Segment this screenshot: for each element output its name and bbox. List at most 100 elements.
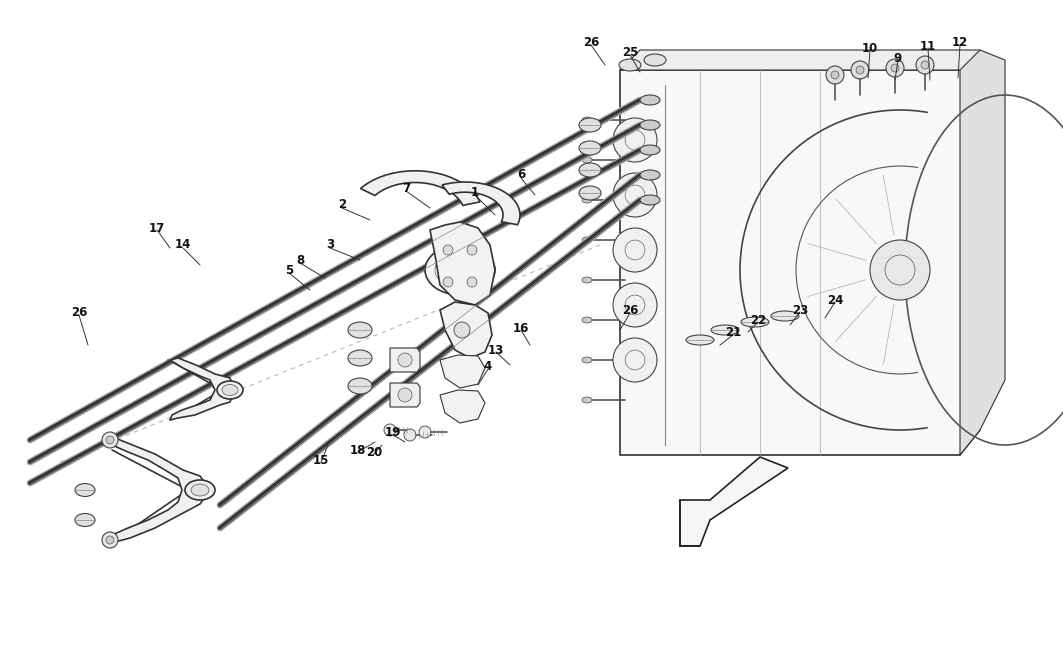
Ellipse shape — [583, 397, 592, 403]
Circle shape — [885, 59, 904, 77]
Text: 20: 20 — [366, 446, 382, 458]
Polygon shape — [442, 182, 520, 224]
Polygon shape — [109, 438, 210, 542]
Circle shape — [921, 61, 929, 69]
Ellipse shape — [579, 118, 601, 132]
Text: 21: 21 — [725, 326, 741, 338]
Ellipse shape — [583, 357, 592, 363]
Circle shape — [916, 56, 934, 74]
Text: 17: 17 — [149, 222, 165, 234]
Polygon shape — [170, 358, 235, 420]
Ellipse shape — [686, 335, 714, 345]
Text: 12: 12 — [951, 35, 968, 49]
Circle shape — [613, 338, 657, 382]
Circle shape — [443, 245, 453, 255]
Text: 22: 22 — [749, 314, 766, 326]
Ellipse shape — [711, 325, 739, 335]
Ellipse shape — [583, 237, 592, 243]
Ellipse shape — [75, 484, 95, 496]
Circle shape — [831, 71, 839, 79]
Text: 10: 10 — [862, 41, 878, 55]
Ellipse shape — [217, 381, 243, 399]
Polygon shape — [440, 302, 492, 358]
Circle shape — [613, 228, 657, 272]
Ellipse shape — [583, 117, 592, 123]
Text: 23: 23 — [792, 304, 808, 316]
Text: 1: 1 — [471, 186, 479, 198]
Circle shape — [443, 277, 453, 287]
Ellipse shape — [771, 311, 799, 321]
Ellipse shape — [640, 145, 660, 155]
Text: 18: 18 — [350, 444, 366, 456]
Text: 11: 11 — [919, 39, 937, 53]
Circle shape — [398, 388, 412, 402]
Circle shape — [454, 322, 470, 338]
Polygon shape — [680, 457, 788, 546]
Ellipse shape — [185, 480, 215, 500]
Polygon shape — [440, 355, 485, 388]
Circle shape — [856, 66, 864, 74]
Polygon shape — [390, 348, 420, 372]
Ellipse shape — [583, 197, 592, 203]
Polygon shape — [360, 170, 480, 205]
Ellipse shape — [579, 141, 601, 155]
Circle shape — [106, 536, 114, 544]
Circle shape — [106, 436, 114, 444]
Ellipse shape — [640, 120, 660, 130]
Circle shape — [467, 245, 477, 255]
Circle shape — [102, 432, 118, 448]
Text: 13: 13 — [488, 344, 504, 356]
Circle shape — [613, 283, 657, 327]
Text: 8: 8 — [296, 254, 304, 266]
Text: 25: 25 — [622, 45, 638, 59]
Text: 16: 16 — [512, 322, 529, 334]
Circle shape — [404, 429, 416, 441]
Polygon shape — [431, 222, 495, 305]
Text: 3: 3 — [326, 238, 334, 252]
Ellipse shape — [425, 245, 495, 295]
Text: 19: 19 — [385, 426, 401, 440]
Ellipse shape — [348, 350, 372, 366]
Polygon shape — [440, 390, 485, 423]
Polygon shape — [390, 383, 420, 407]
Text: 26: 26 — [583, 35, 600, 49]
Polygon shape — [620, 50, 980, 95]
Ellipse shape — [583, 277, 592, 283]
Text: 6: 6 — [517, 168, 525, 182]
Ellipse shape — [583, 317, 592, 323]
Ellipse shape — [75, 513, 95, 527]
Ellipse shape — [640, 195, 660, 205]
Text: 2: 2 — [338, 198, 347, 212]
Circle shape — [419, 426, 431, 438]
Text: 15: 15 — [313, 454, 330, 466]
Circle shape — [467, 277, 477, 287]
Circle shape — [870, 240, 930, 300]
Circle shape — [384, 424, 396, 436]
Ellipse shape — [583, 157, 592, 163]
Ellipse shape — [579, 186, 601, 200]
Circle shape — [891, 64, 899, 72]
Text: 14: 14 — [174, 238, 191, 252]
Ellipse shape — [640, 95, 660, 105]
Text: 24: 24 — [827, 294, 843, 306]
Ellipse shape — [348, 322, 372, 338]
Circle shape — [613, 118, 657, 162]
Text: 26: 26 — [622, 304, 638, 316]
Polygon shape — [620, 70, 980, 455]
Ellipse shape — [579, 163, 601, 177]
Circle shape — [826, 66, 844, 84]
Text: 5: 5 — [285, 264, 293, 276]
Ellipse shape — [222, 384, 238, 396]
Text: 4: 4 — [484, 360, 492, 372]
Ellipse shape — [640, 170, 660, 180]
Polygon shape — [960, 50, 1005, 455]
Text: 9: 9 — [894, 51, 902, 65]
Ellipse shape — [619, 59, 641, 71]
Ellipse shape — [191, 484, 209, 496]
Ellipse shape — [741, 317, 769, 327]
Circle shape — [398, 353, 412, 367]
Text: 7: 7 — [402, 182, 410, 194]
Circle shape — [102, 532, 118, 548]
Text: 26: 26 — [71, 306, 87, 318]
Ellipse shape — [448, 261, 472, 279]
